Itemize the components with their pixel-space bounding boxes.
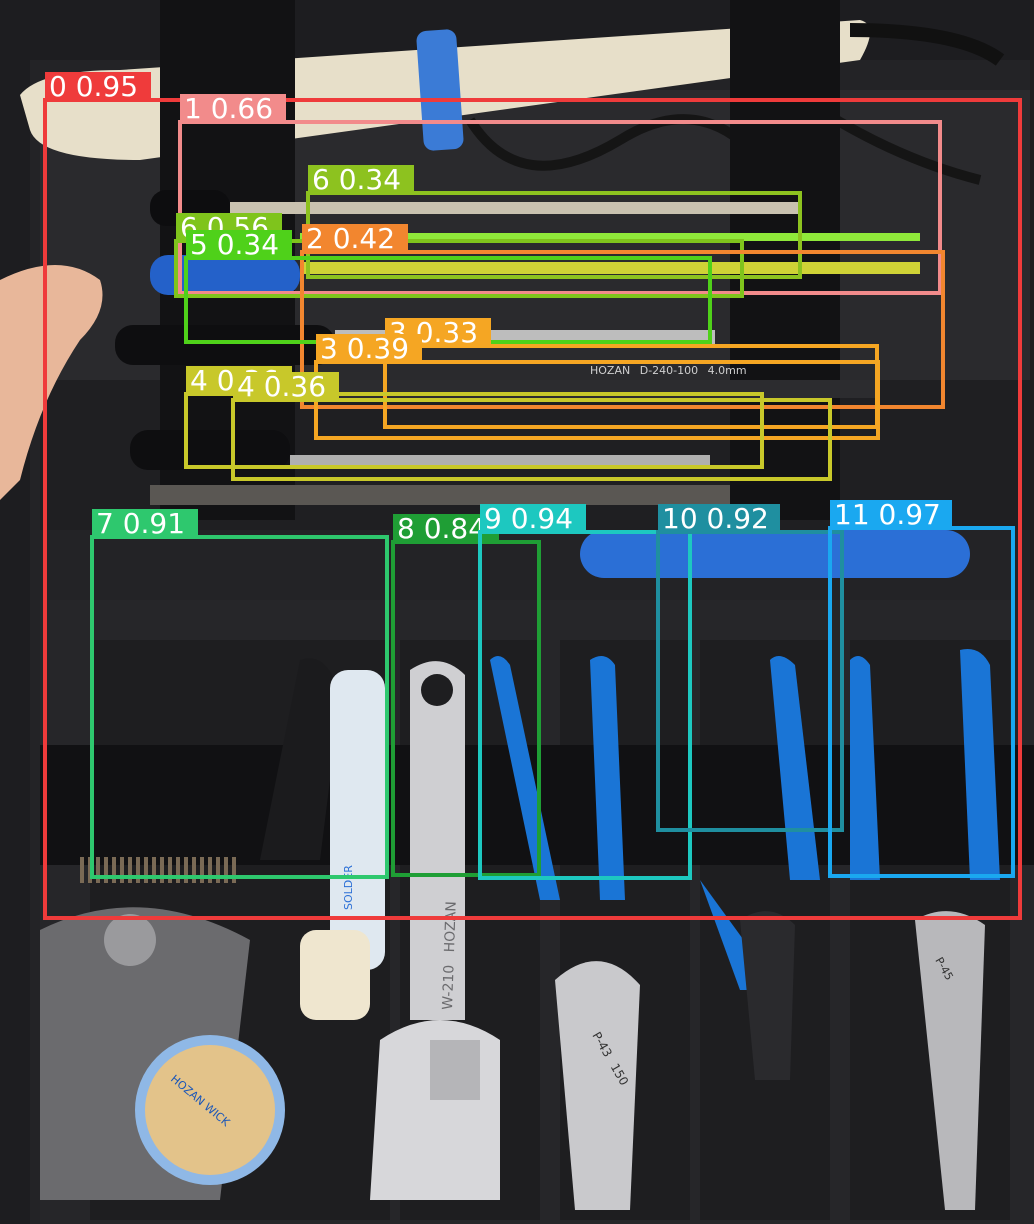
detection-box: 2 0.42 xyxy=(300,222,945,409)
detection-label: 3 0.39 xyxy=(320,332,409,365)
detection-label: 4 0.36 xyxy=(237,370,326,403)
detection-box: 5 0.34 xyxy=(184,228,712,344)
detection-box-outline xyxy=(90,535,389,879)
detection-box-outline xyxy=(391,540,541,877)
pliers-2 xyxy=(700,656,820,1080)
detection-label: 10 0.92 xyxy=(662,502,769,535)
detection-label-bg xyxy=(45,72,151,100)
blue-handle xyxy=(580,530,970,578)
detection-label-bg xyxy=(308,165,414,193)
detection-box-outline xyxy=(656,530,844,832)
detection-label-bg xyxy=(92,509,198,537)
detection-box-outline xyxy=(383,344,879,429)
detection-label-bg xyxy=(233,372,339,400)
detection-label-bg xyxy=(186,230,292,258)
detection-box: 11 0.97 xyxy=(828,498,1015,878)
detection-box-outline xyxy=(300,250,945,409)
detection-label: 9 0.94 xyxy=(484,502,573,535)
detection-box: 7 0.91 xyxy=(90,507,389,879)
detection-box-outline xyxy=(174,239,744,298)
detection-label: 2 0.42 xyxy=(306,222,395,255)
detection-box: 9 0.94 xyxy=(478,502,692,880)
detection-label: 6 0.34 xyxy=(312,163,401,196)
detection-label-bg xyxy=(180,94,286,122)
finger xyxy=(0,265,103,500)
detection-box: 3 0.39 xyxy=(314,332,880,440)
detection-label-bg xyxy=(316,334,422,362)
detection-box-outline xyxy=(184,392,764,469)
adjustable-wrench xyxy=(370,661,500,1200)
detection-label: 11 0.97 xyxy=(834,498,941,531)
detection-box: 3 0.33 xyxy=(383,316,879,429)
screwdriver-print-text: HOZAN D-240-100 4.0mm xyxy=(590,364,747,377)
detection-box: 1 0.66 xyxy=(178,92,942,295)
detection-box-outline xyxy=(231,398,832,481)
detection-label: 5 0.34 xyxy=(190,228,279,261)
pliers-3 xyxy=(850,649,1000,1210)
solder-wick xyxy=(135,1035,285,1185)
detection-label: 1 0.66 xyxy=(184,92,273,125)
detection-label: 0 0.95 xyxy=(49,70,138,103)
detection-box: 0 0.95 xyxy=(43,70,1022,920)
detection-label-bg xyxy=(658,504,780,532)
detection-box: 8 0.84 xyxy=(391,512,541,877)
detection-label-bg xyxy=(480,504,586,532)
detection-box-outline xyxy=(43,98,1022,920)
detection-box-outline xyxy=(178,120,942,295)
pliers-1 xyxy=(490,656,640,1210)
detection-box: 4 0.36 xyxy=(231,370,832,481)
detection-box: 10 0.92 xyxy=(656,502,844,832)
detection-label: 7 0.91 xyxy=(96,507,185,540)
wrench-print-text: W-210 HOZAN xyxy=(440,901,460,1010)
detection-label: 8 0.84 xyxy=(397,512,486,545)
detection-label-bg xyxy=(302,224,408,252)
detection-label-bg xyxy=(830,500,952,528)
detection-box-outline xyxy=(828,526,1015,878)
solder-tube xyxy=(300,670,385,1020)
